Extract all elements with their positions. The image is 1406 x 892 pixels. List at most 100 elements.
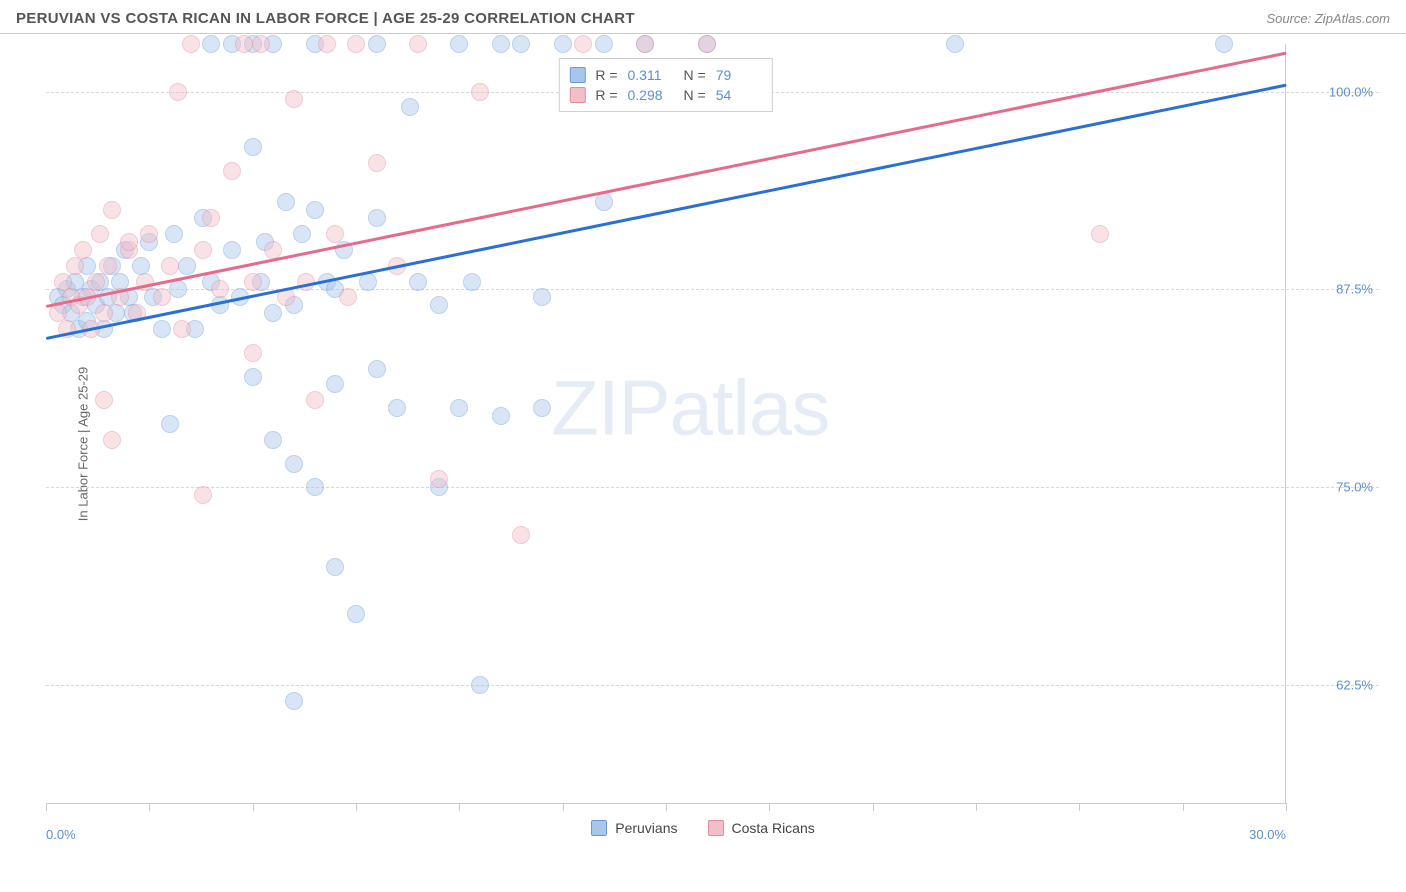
legend-item-peruvians: Peruvians	[591, 820, 677, 836]
trend-line	[46, 84, 1287, 340]
scatter-point	[120, 233, 138, 251]
scatter-point	[430, 296, 448, 314]
scatter-point	[285, 692, 303, 710]
x-tick	[459, 803, 460, 811]
scatter-point	[409, 273, 427, 291]
legend-swatch-costaricans	[708, 820, 724, 836]
scatter-point	[223, 162, 241, 180]
scatter-point	[471, 676, 489, 694]
scatter-point	[91, 225, 109, 243]
scatter-point	[471, 83, 489, 101]
corr-swatch-costaricans	[569, 87, 585, 103]
scatter-point	[264, 431, 282, 449]
scatter-point	[533, 399, 551, 417]
scatter-point	[194, 241, 212, 259]
scatter-point	[326, 225, 344, 243]
scatter-point	[66, 257, 84, 275]
chart-source: Source: ZipAtlas.com	[1266, 11, 1390, 26]
scatter-point	[946, 35, 964, 53]
scatter-point	[1215, 35, 1233, 53]
x-tick	[873, 803, 874, 811]
scatter-point	[574, 35, 592, 53]
scatter-point	[140, 225, 158, 243]
scatter-point	[430, 470, 448, 488]
scatter-point	[165, 225, 183, 243]
scatter-point	[95, 304, 113, 322]
scatter-point	[235, 35, 253, 53]
scatter-point	[95, 391, 113, 409]
scatter-point	[595, 193, 613, 211]
legend-label-costaricans: Costa Ricans	[732, 820, 815, 836]
scatter-point	[512, 35, 530, 53]
corr-r-peruvians: 0.311	[628, 67, 674, 83]
legend-item-costaricans: Costa Ricans	[708, 820, 815, 836]
scatter-point	[103, 201, 121, 219]
scatter-point	[202, 209, 220, 227]
scatter-point	[178, 257, 196, 275]
corr-r-costaricans: 0.298	[628, 87, 674, 103]
y-tick-label: 62.5%	[1293, 678, 1373, 693]
scatter-point	[450, 35, 468, 53]
scatter-point	[401, 98, 419, 116]
corr-n-label: N =	[684, 67, 706, 83]
bottom-legend: Peruvians Costa Ricans	[0, 820, 1406, 836]
scatter-point	[277, 193, 295, 211]
watermark: ZIPatlas	[551, 363, 829, 454]
scatter-point	[244, 368, 262, 386]
x-tick	[1079, 803, 1080, 811]
corr-row-peruvians: R = 0.311 N = 79	[569, 65, 761, 85]
scatter-point	[153, 320, 171, 338]
scatter-point	[169, 280, 187, 298]
legend-label-peruvians: Peruvians	[615, 820, 677, 836]
x-tick	[253, 803, 254, 811]
x-tick	[976, 803, 977, 811]
scatter-point	[87, 273, 105, 291]
scatter-point	[636, 35, 654, 53]
corr-row-costaricans: R = 0.298 N = 54	[569, 85, 761, 105]
scatter-point	[74, 241, 92, 259]
corr-r-label-2: R =	[595, 87, 617, 103]
x-tick	[666, 803, 667, 811]
scatter-point	[169, 83, 187, 101]
scatter-point	[463, 273, 481, 291]
scatter-point	[252, 35, 270, 53]
y-tick-label: 75.0%	[1293, 480, 1373, 495]
correlation-box: R = 0.311 N = 79 R = 0.298 N = 54	[558, 58, 772, 112]
scatter-point	[244, 138, 262, 156]
scatter-point	[698, 35, 716, 53]
scatter-point	[1091, 225, 1109, 243]
corr-swatch-peruvians	[569, 67, 585, 83]
corr-n-peruvians: 79	[716, 67, 762, 83]
scatter-point	[326, 558, 344, 576]
scatter-point	[368, 209, 386, 227]
scatter-point	[339, 288, 357, 306]
scatter-point	[285, 455, 303, 473]
scatter-point	[450, 399, 468, 417]
scatter-point	[293, 225, 311, 243]
scatter-point	[368, 360, 386, 378]
scatter-point	[368, 154, 386, 172]
x-tick	[1286, 803, 1287, 811]
legend-swatch-peruvians	[591, 820, 607, 836]
scatter-point	[512, 526, 530, 544]
scatter-point	[161, 415, 179, 433]
scatter-point	[409, 35, 427, 53]
scatter-point	[306, 201, 324, 219]
scatter-point	[153, 288, 171, 306]
scatter-point	[347, 605, 365, 623]
scatter-point	[306, 391, 324, 409]
plot-area: ZIPatlas R = 0.311 N = 79 R = 0.298 N = …	[46, 44, 1286, 804]
y-tick-label: 87.5%	[1293, 282, 1373, 297]
x-tick	[46, 803, 47, 811]
scatter-point	[173, 320, 191, 338]
scatter-point	[161, 257, 179, 275]
x-tick	[149, 803, 150, 811]
scatter-point	[223, 241, 241, 259]
chart-wrapper: In Labor Force | Age 25-29 ZIPatlas R = …	[0, 34, 1406, 854]
scatter-point	[318, 35, 336, 53]
scatter-point	[99, 257, 117, 275]
scatter-point	[347, 35, 365, 53]
scatter-point	[533, 288, 551, 306]
scatter-point	[103, 431, 121, 449]
scatter-point	[306, 478, 324, 496]
